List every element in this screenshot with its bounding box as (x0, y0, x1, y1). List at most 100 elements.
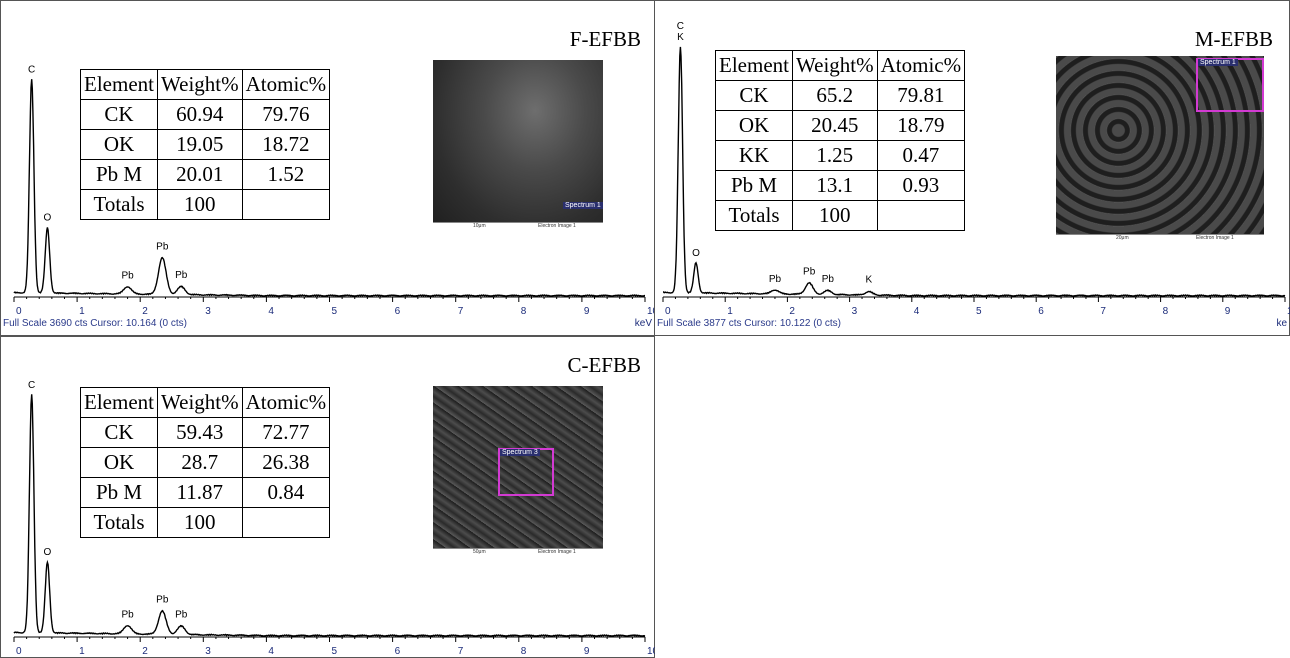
x-tick-label: 1 (1287, 306, 1290, 317)
table-row: CK 60.94 79.76 (80, 99, 331, 130)
sem-micrograph: Spectrum 1 20μm Electron Image 1 (1056, 56, 1264, 242)
peak-label: O (44, 213, 52, 224)
table-row: Totals 100 (80, 507, 331, 538)
x-tick-label: 0 (665, 306, 671, 317)
table-cell: OK (715, 110, 793, 141)
x-tick-label: 2 (789, 306, 795, 317)
table-cell: 65.2 (791, 80, 878, 111)
peak-label: C (677, 21, 684, 32)
table-cell: CK (80, 417, 158, 448)
eds-spectrum-chart: 0 1 2 3 4 5 6 7 8 9 10keV Full Scale 3690 cts Curso… (0, 0, 655, 336)
table-cell: 19.05 (156, 129, 243, 160)
table-cell: 13.1 (791, 170, 878, 201)
peak-label: Pb (175, 270, 188, 281)
scale-bar-label: 20μm (1116, 235, 1129, 241)
table-cell: OK (80, 447, 158, 478)
sem-info-bar: 50μm Electron Image 1 (433, 548, 603, 556)
peak-label: Pb (156, 241, 169, 252)
peak-label: K (866, 275, 873, 286)
table-cell: 79.81 (876, 80, 966, 111)
table-row: OK 28.7 26.38 (80, 447, 331, 478)
table-row: OK 19.05 18.72 (80, 129, 331, 160)
composition-table: Element Weight% Atomic% CK 65.2 79.81 OK… (715, 50, 966, 231)
peak-label: C (28, 380, 35, 391)
table-cell: 0.93 (876, 170, 966, 201)
peak-label: Pb (156, 595, 169, 606)
table-row: Totals 100 (80, 189, 331, 220)
table-cell: 18.72 (241, 129, 331, 160)
table-cell: Totals (715, 200, 793, 231)
table-cell: 72.77 (241, 417, 331, 448)
x-tick-label: 1 (727, 306, 733, 317)
table-cell: Pb M (80, 477, 158, 508)
table-cell: 11.87 (156, 477, 243, 508)
x-tick-label: 7 (1100, 306, 1106, 317)
x-tick-label: 3 (205, 646, 211, 657)
x-tick-label: 6 (395, 306, 401, 317)
x-tick-label: 2 (142, 646, 148, 657)
table-cell: 28.7 (156, 447, 243, 478)
spectrum-panel-c-efbb: 012345678910keVFull Scale 2457 cts Curso… (0, 336, 655, 658)
table-cell: 20.01 (156, 159, 243, 190)
table-header-row: Element Weight% Atomic% (715, 50, 966, 81)
peak-label: Pb (121, 271, 134, 282)
table-cell: KK (715, 140, 793, 171)
table-cell: 100 (791, 200, 878, 231)
peak-label: O (692, 248, 700, 259)
x-tick-label: 3 (852, 306, 858, 317)
spectrum-label: Spectrum 3 (500, 449, 540, 456)
x-tick-label: 3 (205, 306, 211, 317)
table-header-row: Element Weight% Atomic% (80, 69, 331, 100)
table-cell: 59.43 (156, 417, 243, 448)
x-tick-label: 6 (1038, 306, 1044, 317)
x-tick-label: 5 (332, 646, 338, 657)
x-tick-label: 8 (521, 306, 527, 317)
sem-micrograph: Spectrum 3 50μm Electron Image 1 (433, 386, 603, 556)
table-cell: Totals (80, 507, 158, 538)
peak-label: Pb (121, 610, 134, 621)
table-cell: 0.47 (876, 140, 966, 171)
table-cell: 18.79 (876, 110, 966, 141)
table-cell: 79.76 (241, 99, 331, 130)
table-cell: 0.84 (241, 477, 331, 508)
full-scale-status: Full Scale 3877 cts Cursor: 10.122 (0 ct… (657, 318, 841, 329)
spectrum-panel-f-efbb: 0 1 2 3 4 5 6 7 8 9 10keV Full Scale 3690 cts Curso… (0, 0, 655, 336)
table-cell: 1.52 (241, 159, 331, 190)
spectrum-line (13, 79, 645, 298)
spectrum-line (663, 46, 1286, 298)
table-cell: OK (80, 129, 158, 160)
table-cell: CK (715, 80, 793, 111)
spectrum-panel-m-efbb: 0 1 2 3 4 5 6 7 8 9 1 ke Full Scale 3877 cts Cursor:… (654, 0, 1290, 336)
table-header-cell: Weight% (156, 69, 243, 100)
table-cell: Pb M (80, 159, 158, 190)
peak-label: C (28, 65, 35, 76)
full-scale-status: Full Scale 3690 cts Cursor: 10.164 (0 ct… (3, 318, 187, 329)
sem-info-bar: 20μm Electron Image 1 (1056, 234, 1264, 242)
x-tick-label: 10 (647, 646, 655, 657)
x-tick-label: 1 (79, 646, 85, 657)
x-tick-label: 6 (395, 646, 401, 657)
x-tick-label: 1 (79, 306, 85, 317)
table-cell: 100 (156, 189, 243, 220)
composition-table: Element Weight% Atomic% CK 59.43 72.77 O… (80, 387, 331, 538)
spectrum-label: Spectrum 1 (563, 202, 603, 209)
table-cell: 60.94 (156, 99, 243, 130)
table-cell: 1.25 (791, 140, 878, 171)
table-cell (241, 507, 331, 538)
image-label: Electron Image 1 (538, 223, 576, 229)
scale-bar-label: 10μm (473, 223, 486, 229)
x-tick-label: 5 (976, 306, 982, 317)
table-cell: 26.38 (241, 447, 331, 478)
chart-title: C-EFBB (567, 353, 641, 377)
table-row: KK 1.25 0.47 (715, 140, 966, 171)
x-tick-label: 8 (521, 646, 527, 657)
x-tick-label: 9 (584, 646, 590, 657)
chart-title: M-EFBB (1194, 27, 1273, 51)
peak-label: O (44, 547, 52, 558)
spectrum-line (13, 394, 646, 638)
image-label: Electron Image 1 (538, 549, 576, 555)
x-tick-label: 4 (268, 306, 274, 317)
x-axis-unit-label: keV (635, 318, 653, 329)
table-header-cell: Element (80, 69, 158, 100)
